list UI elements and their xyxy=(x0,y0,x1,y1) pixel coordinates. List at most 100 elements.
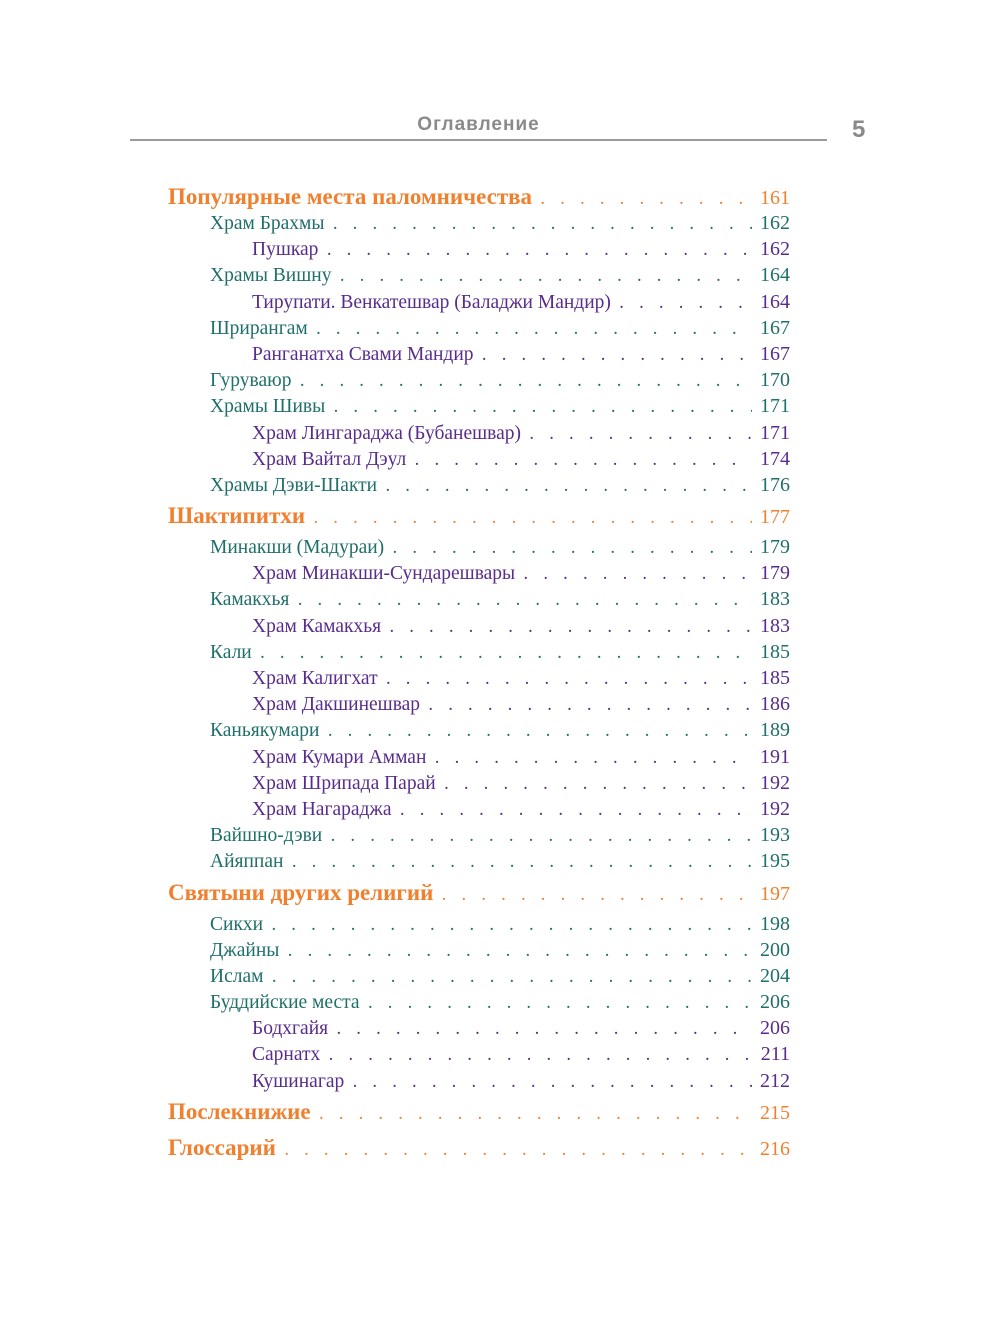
toc-entry-label: Минакши (Мадураи) xyxy=(210,537,385,559)
toc-entry-level2[interactable]: Шрирангам . . . . . . . . . . . . . . . … xyxy=(168,315,790,341)
toc-entry-page: 216 xyxy=(760,1137,790,1160)
toc-entry-label: Тирупати. Венкатешвар (Баладжи Мандир) xyxy=(252,291,611,313)
dot-leader: . . . . . . . . . . . . . . . . . . . . … xyxy=(481,344,752,365)
toc-entry-page: 198 xyxy=(760,912,790,935)
page-number: 5 xyxy=(852,116,866,143)
dot-leader: . . . . . . . . . . . . . . . . . . . . … xyxy=(313,508,752,529)
toc-entry-level2[interactable]: Ислам . . . . . . . . . . . . . . . . . … xyxy=(168,963,790,989)
dot-leader: . . . . . . . . . . . . . . . . . . . . … xyxy=(326,240,752,261)
toc-entry-page: 191 xyxy=(760,745,790,768)
dot-leader: . . . . . . . . . . . . . . . . . . . . … xyxy=(318,1103,752,1124)
dot-leader: . . . . . . . . . . . . . . . . . . . . … xyxy=(443,773,752,794)
toc-entry-label: Джайны xyxy=(210,939,280,961)
toc-entry-level2[interactable]: Храм Брахмы . . . . . . . . . . . . . . … xyxy=(168,210,790,236)
toc-entry-level3[interactable]: Сарнатх . . . . . . . . . . . . . . . . … xyxy=(168,1041,790,1067)
toc-entry-level2[interactable]: Храмы Вишну . . . . . . . . . . . . . . … xyxy=(168,262,790,288)
toc-entry-label: Айяппан xyxy=(210,851,284,873)
toc-entry-level2[interactable]: Айяппан . . . . . . . . . . . . . . . . … xyxy=(168,848,790,874)
toc-entry-page: 192 xyxy=(760,771,790,794)
toc-entry-level3[interactable]: Кушинагар . . . . . . . . . . . . . . . … xyxy=(168,1068,790,1094)
dot-leader: . . . . . . . . . . . . . . . . . . . . … xyxy=(327,721,752,742)
dot-leader: . . . . . . . . . . . . . . . . . . . . … xyxy=(352,1071,752,1092)
toc-entry-page: 204 xyxy=(760,964,790,987)
toc-entry-level2[interactable]: Сикхи . . . . . . . . . . . . . . . . . … xyxy=(168,911,790,937)
toc-entry-label: Храмы Дэви-Шакти xyxy=(210,474,378,496)
toc-entry-level1[interactable]: Святыни других религий . . . . . . . . .… xyxy=(168,875,790,911)
toc-entry-label: Вайшно-дэви xyxy=(210,825,323,847)
toc-entry-level1[interactable]: Послекнижие . . . . . . . . . . . . . . … xyxy=(168,1094,790,1130)
toc-entry-level2[interactable]: Каньякумари . . . . . . . . . . . . . . … xyxy=(168,717,790,743)
toc-entry-level2[interactable]: Минакши (Мадураи) . . . . . . . . . . . … xyxy=(168,534,790,560)
dot-leader: . . . . . . . . . . . . . . . . . . . . … xyxy=(540,189,752,209)
toc-entry-level2[interactable]: Джайны . . . . . . . . . . . . . . . . .… xyxy=(168,937,790,963)
toc-entry-level3[interactable]: Ранганатха Свами Мандир . . . . . . . . … xyxy=(168,341,790,367)
toc-entry-label: Камакхья xyxy=(210,589,290,611)
dot-leader: . . . . . . . . . . . . . . . . . . . . … xyxy=(315,318,752,339)
toc-entry-label: Храм Брахмы xyxy=(210,213,325,234)
dot-leader: . . . . . . . . . . . . . . . . . . . . … xyxy=(434,747,752,768)
toc-entry-page: 176 xyxy=(760,473,790,496)
toc-entry-level2[interactable]: Вайшно-дэви . . . . . . . . . . . . . . … xyxy=(168,822,790,848)
toc-entry-label: Популярные места паломничества xyxy=(168,184,533,209)
toc-entry-page: 186 xyxy=(760,693,790,716)
dot-leader: . . . . . . . . . . . . . . . . . . . . … xyxy=(291,852,752,873)
toc-entry-page: 174 xyxy=(760,447,790,470)
header-rule xyxy=(130,139,827,141)
toc-entry-page: 215 xyxy=(760,1101,790,1124)
toc-entry-level3[interactable]: Пушкар . . . . . . . . . . . . . . . . .… xyxy=(168,236,790,262)
toc-entry-level3[interactable]: Храм Кумари Амман . . . . . . . . . . . … xyxy=(168,744,790,770)
toc-entry-level3[interactable]: Храм Лингараджа (Бубанешвар) . . . . . .… xyxy=(168,420,790,446)
toc-entry-page: 185 xyxy=(760,640,790,663)
toc-entry-level3[interactable]: Храм Калигхат . . . . . . . . . . . . . … xyxy=(168,665,790,691)
toc-entry-level3[interactable]: Тирупати. Венкатешвар (Баладжи Мандир) .… xyxy=(168,289,790,315)
dot-leader: . . . . . . . . . . . . . . . . . . . . … xyxy=(523,564,752,585)
toc-entry-label: Сарнатх xyxy=(252,1044,321,1066)
dot-leader: . . . . . . . . . . . . . . . . . . . . … xyxy=(367,993,752,1014)
toc-entry-label: Храмы Шивы xyxy=(210,396,326,418)
toc-entry-level1[interactable]: Глоссарий . . . . . . . . . . . . . . . … xyxy=(168,1130,790,1166)
toc-entry-level3[interactable]: Храм Минакши-Сундарешвары . . . . . . . … xyxy=(168,560,790,586)
toc-entry-label: Шрирангам xyxy=(210,317,308,339)
toc-entry-page: 162 xyxy=(760,212,790,234)
toc-entry-level2[interactable]: Буддийские места . . . . . . . . . . . .… xyxy=(168,989,790,1015)
toc-entry-label: Послекнижие xyxy=(168,1098,311,1124)
toc-entry-level2[interactable]: Гуруваюр . . . . . . . . . . . . . . . .… xyxy=(168,367,790,393)
toc-entry-page: 185 xyxy=(760,667,790,689)
dot-leader: . . . . . . . . . . . . . . . . . . . . … xyxy=(336,1019,752,1040)
toc-entry-page: 164 xyxy=(760,264,790,287)
toc-entry-level3[interactable]: Храм Камакхья . . . . . . . . . . . . . … xyxy=(168,613,790,639)
toc-entry-page: 170 xyxy=(760,369,790,392)
dot-leader: . . . . . . . . . . . . . . . . . . . . … xyxy=(287,940,752,961)
toc-entry-label: Бодхгайя xyxy=(252,1018,329,1040)
toc-entry-level2[interactable]: Храмы Шивы . . . . . . . . . . . . . . .… xyxy=(168,393,790,419)
dot-leader: . . . . . . . . . . . . . . . . . . . . … xyxy=(332,214,753,234)
toc-entry-page: 162 xyxy=(760,238,790,261)
toc-entry-level1[interactable]: Популярные места паломничества . . . . .… xyxy=(168,183,790,210)
dot-leader: . . . . . . . . . . . . . . . . . . . . … xyxy=(271,966,752,987)
toc-entry-level3[interactable]: Бодхгайя . . . . . . . . . . . . . . . .… xyxy=(168,1015,790,1041)
table-of-contents: Популярные места паломничества . . . . .… xyxy=(168,183,790,1166)
toc-entry-label: Храм Дакшинешвар xyxy=(252,694,421,716)
dot-leader: . . . . . . . . . . . . . . . . . . . . … xyxy=(428,695,752,716)
toc-entry-level2[interactable]: Храмы Дэви-Шакти . . . . . . . . . . . .… xyxy=(168,472,790,498)
toc-entry-level2[interactable]: Камакхья . . . . . . . . . . . . . . . .… xyxy=(168,586,790,612)
toc-entry-page: 183 xyxy=(760,614,790,637)
toc-entry-label: Храм Калигхат xyxy=(252,668,378,689)
toc-entry-label: Пушкар xyxy=(252,239,319,261)
toc-entry-label: Храм Камакхья xyxy=(252,615,382,637)
toc-entry-level3[interactable]: Храм Шрипада Парай . . . . . . . . . . .… xyxy=(168,770,790,796)
toc-entry-level2[interactable]: Кали . . . . . . . . . . . . . . . . . .… xyxy=(168,639,790,665)
dot-leader: . . . . . . . . . . . . . . . . . . . . … xyxy=(328,1045,752,1066)
toc-entry-level3[interactable]: Храм Нагараджа . . . . . . . . . . . . .… xyxy=(168,796,790,822)
toc-entry-page: 206 xyxy=(760,991,790,1014)
dot-leader: . . . . . . . . . . . . . . . . . . . . … xyxy=(271,914,752,935)
toc-entry-level1[interactable]: Шактипитхи . . . . . . . . . . . . . . .… xyxy=(168,498,790,534)
dot-leader: . . . . . . . . . . . . . . . . . . . . … xyxy=(441,884,752,905)
dot-leader: . . . . . . . . . . . . . . . . . . . . … xyxy=(399,799,752,820)
dot-leader: . . . . . . . . . . . . . . . . . . . . … xyxy=(259,642,752,663)
toc-entry-level3[interactable]: Храм Вайтал Дэул . . . . . . . . . . . .… xyxy=(168,446,790,472)
toc-entry-level3[interactable]: Храм Дакшинешвар . . . . . . . . . . . .… xyxy=(168,691,790,717)
toc-entry-page: 164 xyxy=(760,290,790,313)
dot-leader: . . . . . . . . . . . . . . . . . . . . … xyxy=(330,826,752,847)
toc-entry-label: Каньякумари xyxy=(210,720,320,742)
